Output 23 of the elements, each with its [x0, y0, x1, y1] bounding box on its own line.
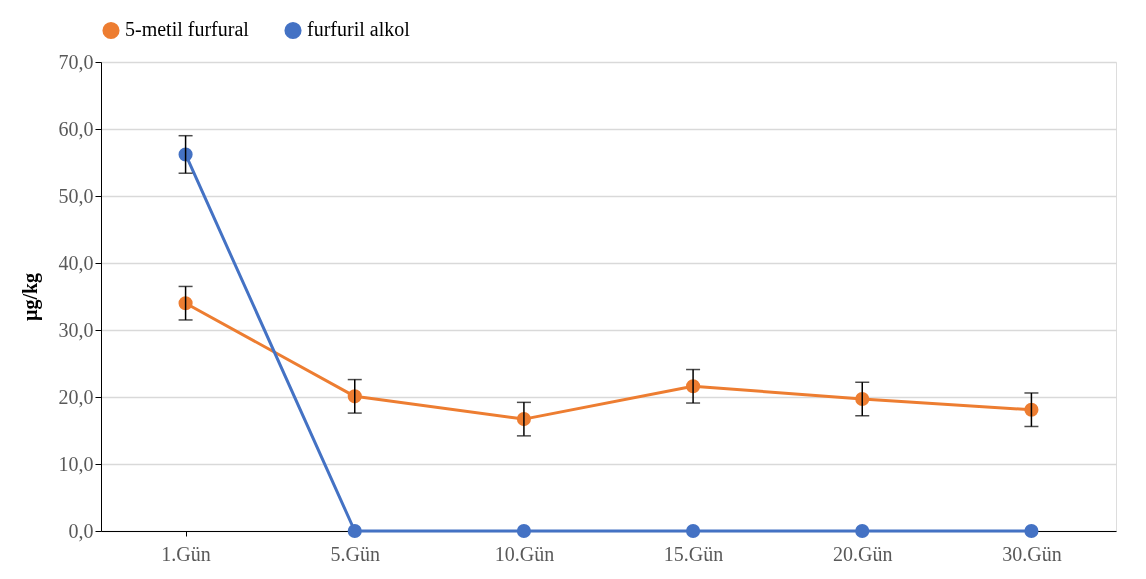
x-tick-label: 20.Gün: [833, 542, 893, 565]
x-tick-label: 10.Gün: [494, 542, 555, 565]
x-tick-label: 30.Gün: [1002, 542, 1062, 565]
point: [686, 523, 701, 539]
x-tick-label: 15.Gün: [663, 542, 724, 565]
point: [347, 523, 362, 539]
point: [855, 523, 870, 539]
point: [1024, 523, 1039, 539]
y-tick-label: 40,0: [58, 251, 94, 274]
y-tick-label: 70,0: [58, 50, 94, 73]
y-tick-label: 10,0: [58, 452, 94, 475]
y-tick-label: 50,0: [58, 184, 94, 207]
y-tick-label: 20,0: [58, 385, 94, 408]
point: [855, 391, 870, 407]
y-tick-label: 60,0: [58, 117, 94, 140]
legend-label: 5-metil furfural: [125, 18, 250, 41]
x-tick-label: 5.Gün: [330, 542, 380, 565]
y-tick-label: 0,0: [68, 519, 94, 542]
y-tick-label: 30,0: [58, 318, 94, 341]
point: [516, 523, 531, 539]
legend-label: furfuril alkol: [307, 18, 411, 41]
y-axis-title: µg/kg: [18, 272, 42, 322]
x-tick-label: 1.Gün: [161, 542, 211, 565]
